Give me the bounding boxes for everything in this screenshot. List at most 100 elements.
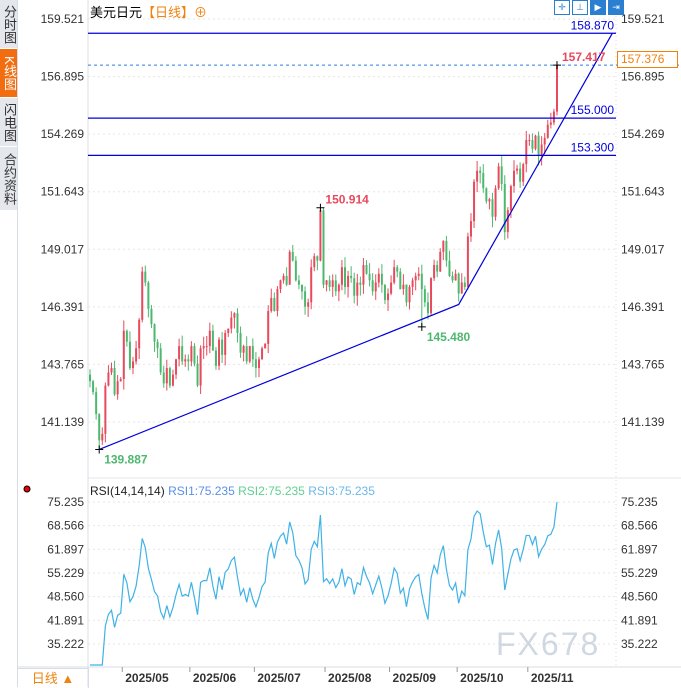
- candle-body: [328, 280, 331, 287]
- candle-body: [522, 164, 525, 182]
- candle-body: [387, 293, 390, 301]
- candle-body: [540, 144, 543, 156]
- candle-body: [439, 251, 442, 272]
- price-tick-left: 146.391: [41, 300, 85, 314]
- candle-body: [132, 361, 135, 369]
- rsi-tick-left: 48.560: [47, 590, 84, 604]
- price-tick-left: 141.139: [41, 415, 85, 429]
- candle-body: [445, 240, 448, 261]
- candle-body: [285, 275, 288, 285]
- candle-body: [414, 275, 417, 281]
- exit-icon[interactable]: ⇥: [608, 0, 624, 15]
- tab-timeshare[interactable]: 分时图: [0, 0, 17, 49]
- candle-body: [273, 297, 276, 312]
- candle-body: [325, 280, 328, 285]
- candle-body: [187, 359, 190, 362]
- rsi-tick-right: 35.222: [621, 637, 658, 651]
- candle-body: [482, 172, 485, 189]
- rsi-tick-right: 61.897: [621, 542, 658, 556]
- rsi-tick-left: 75.235: [47, 495, 84, 509]
- candle-body: [104, 385, 107, 434]
- candle-body: [141, 271, 144, 320]
- candle-body: [264, 343, 267, 349]
- candle-body: [454, 273, 457, 281]
- candle-body: [509, 186, 512, 211]
- candle-body: [251, 346, 254, 360]
- candle-body: [531, 140, 534, 149]
- candle-body: [162, 372, 165, 384]
- candle-body: [233, 313, 236, 318]
- tab-flash[interactable]: 闪电图: [0, 98, 17, 147]
- trend-line: [98, 32, 613, 451]
- candle-body: [128, 341, 131, 369]
- candle-body: [224, 332, 227, 355]
- horizontal-line-label: 155.000: [571, 103, 615, 117]
- rsi2-legend: RSI2:75.235: [238, 484, 305, 498]
- candle-body: [138, 319, 141, 349]
- candle-body: [254, 359, 257, 369]
- candle-body: [457, 273, 460, 294]
- price-tick-left: 154.269: [41, 127, 85, 141]
- candle-body: [405, 284, 408, 303]
- candle-body: [356, 282, 359, 296]
- candle-body: [122, 330, 125, 380]
- crosshair-icon[interactable]: ✛: [554, 0, 570, 15]
- candle-body: [307, 302, 310, 307]
- candle-body: [408, 286, 411, 303]
- period-select-button[interactable]: 日线 ▲: [18, 668, 89, 688]
- candle-body: [205, 346, 208, 348]
- month-label: 2025/06: [193, 671, 237, 685]
- candle-body: [436, 265, 439, 272]
- play-icon[interactable]: ▶: [590, 0, 606, 15]
- candle-body: [110, 368, 113, 373]
- candle-body: [383, 284, 386, 301]
- price-tick-right: 143.765: [621, 357, 665, 371]
- tab-contract-info[interactable]: 合约资料: [0, 147, 17, 211]
- candle-body: [331, 280, 334, 287]
- candle-body: [549, 122, 552, 125]
- rsi-tick-left: 55.229: [47, 566, 84, 580]
- horizontal-line-label: 158.870: [571, 18, 615, 32]
- month-label: 2025/08: [328, 671, 372, 685]
- period-label: 【日线】: [142, 5, 195, 20]
- candle-body: [491, 199, 494, 217]
- candle-body: [430, 278, 433, 314]
- candle-body: [242, 346, 245, 353]
- candle-body: [322, 210, 325, 285]
- candle-body: [368, 273, 371, 281]
- price-tick-left: 159.521: [41, 12, 85, 26]
- rsi-title: RSI(14,14,14): [90, 484, 165, 498]
- candle-body: [313, 256, 316, 268]
- candle-body: [353, 278, 356, 296]
- candle-body: [537, 135, 540, 156]
- candle-body: [516, 168, 519, 171]
- candle-body: [288, 251, 291, 285]
- candle-body: [214, 350, 217, 366]
- marker-cross: [553, 61, 561, 70]
- rsi-tick-right: 48.560: [621, 590, 658, 604]
- candle-body: [506, 210, 509, 233]
- candle-body: [466, 236, 469, 287]
- candle-body: [211, 330, 214, 351]
- candle-body: [377, 273, 380, 283]
- candle-body: [95, 392, 98, 415]
- candle-body: [494, 188, 497, 217]
- tab-kline[interactable]: K线图: [0, 49, 17, 98]
- price-tick-left: 151.643: [41, 185, 85, 199]
- rsi-tick-right: 68.566: [621, 519, 658, 533]
- candle-body: [402, 284, 405, 290]
- rsi-tick-right: 55.229: [621, 566, 658, 580]
- candle-body: [528, 140, 531, 142]
- candle-body: [365, 265, 368, 274]
- candle-body: [519, 168, 522, 182]
- measure-icon[interactable]: ⊥: [572, 0, 588, 15]
- rsi-legend: RSI(14,14,14) RSI1:75.235 RSI2:75.235 RS…: [90, 484, 375, 498]
- candle-body: [98, 414, 101, 441]
- add-icon[interactable]: ⊕: [194, 5, 208, 20]
- rsi-tick-left: 68.566: [47, 519, 84, 533]
- rsi-tick-left: 35.222: [47, 637, 84, 651]
- candle-body: [420, 273, 423, 290]
- candle-body: [276, 289, 279, 312]
- price-tick-right: 156.895: [621, 70, 665, 84]
